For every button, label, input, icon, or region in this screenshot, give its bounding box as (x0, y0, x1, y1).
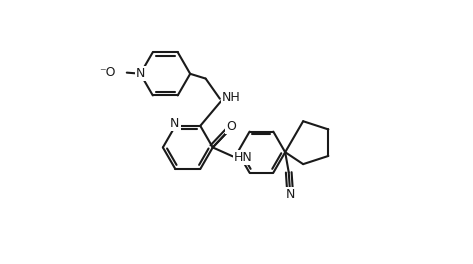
Text: HN: HN (234, 151, 253, 164)
Text: NH: NH (222, 91, 241, 104)
Text: ⁻O: ⁻O (99, 66, 116, 79)
Text: N: N (136, 67, 145, 80)
Text: N: N (170, 117, 180, 130)
Text: N: N (286, 188, 295, 201)
Text: O: O (227, 120, 236, 133)
